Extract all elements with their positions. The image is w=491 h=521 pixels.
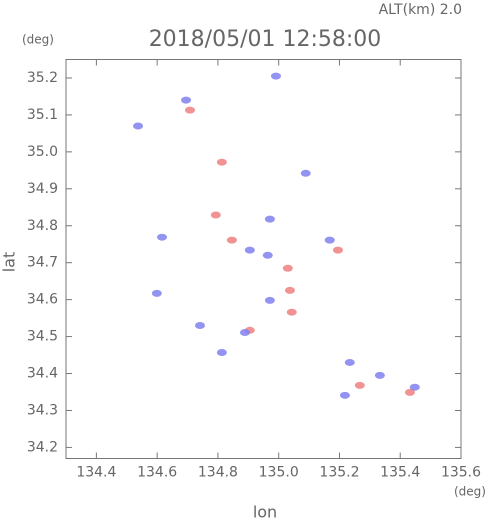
y-tick-label: 34.8 (27, 218, 58, 234)
echo-cell (216, 158, 227, 166)
echo-cell (264, 215, 275, 223)
echo-cell (184, 106, 195, 114)
echo-cell (284, 286, 295, 294)
x-unit: (deg) (454, 485, 486, 499)
echo-cell (324, 236, 335, 244)
echo-cell (409, 383, 420, 391)
x-tick-label: 135.0 (259, 465, 299, 481)
echo-cell (264, 296, 275, 304)
echo-cell (300, 169, 311, 177)
y-tick-label: 35.1 (27, 107, 58, 123)
chart-title: 2018/05/01 12:58:00 (149, 27, 382, 52)
echo-cell (244, 246, 255, 254)
plot-frame (65, 59, 462, 459)
x-tick-label: 134.4 (76, 465, 116, 481)
y-unit: (deg) (22, 33, 54, 47)
y-tick-label: 34.5 (27, 329, 58, 345)
echo-cell (344, 358, 355, 366)
x-tick-label: 134.8 (198, 465, 238, 481)
echo-cell (133, 122, 144, 130)
altitude: ALT(km) 2.0 (379, 2, 462, 18)
echo-cell (239, 329, 250, 337)
x-tick-label: 135.2 (319, 465, 359, 481)
echo-cell (262, 251, 273, 259)
y-tick-label: 35.0 (27, 144, 58, 160)
echo-cell (157, 233, 168, 241)
echo-cell (181, 96, 192, 104)
y-tick-label: 34.7 (27, 255, 58, 271)
echo-cell (282, 264, 293, 272)
x-tick-label: 134.6 (137, 465, 177, 481)
echo-cell (270, 72, 281, 80)
y-tick-label: 34.3 (27, 402, 58, 418)
echo-cell (210, 211, 221, 219)
x-label: lon (253, 503, 277, 521)
echo-cell (339, 391, 350, 399)
echo-cell (286, 308, 297, 316)
y-label: lat (0, 252, 19, 273)
echo-cell (216, 348, 227, 356)
x-tick-label: 135.4 (380, 465, 420, 481)
y-tick-label: 34.6 (27, 292, 58, 308)
y-tick-label: 34.2 (27, 439, 58, 455)
echo-cell (374, 371, 385, 379)
y-tick-label: 35.2 (27, 70, 58, 86)
echo-cell (151, 289, 162, 297)
y-tick-label: 34.4 (27, 366, 58, 382)
x-tick-label: 135.6 (441, 465, 481, 481)
echo-cell (194, 322, 205, 329)
echo-cell (332, 246, 343, 254)
y-tick-label: 34.9 (27, 181, 58, 197)
echo-cell (354, 381, 365, 389)
echo-cell (226, 236, 237, 244)
echo-cell (404, 388, 415, 396)
